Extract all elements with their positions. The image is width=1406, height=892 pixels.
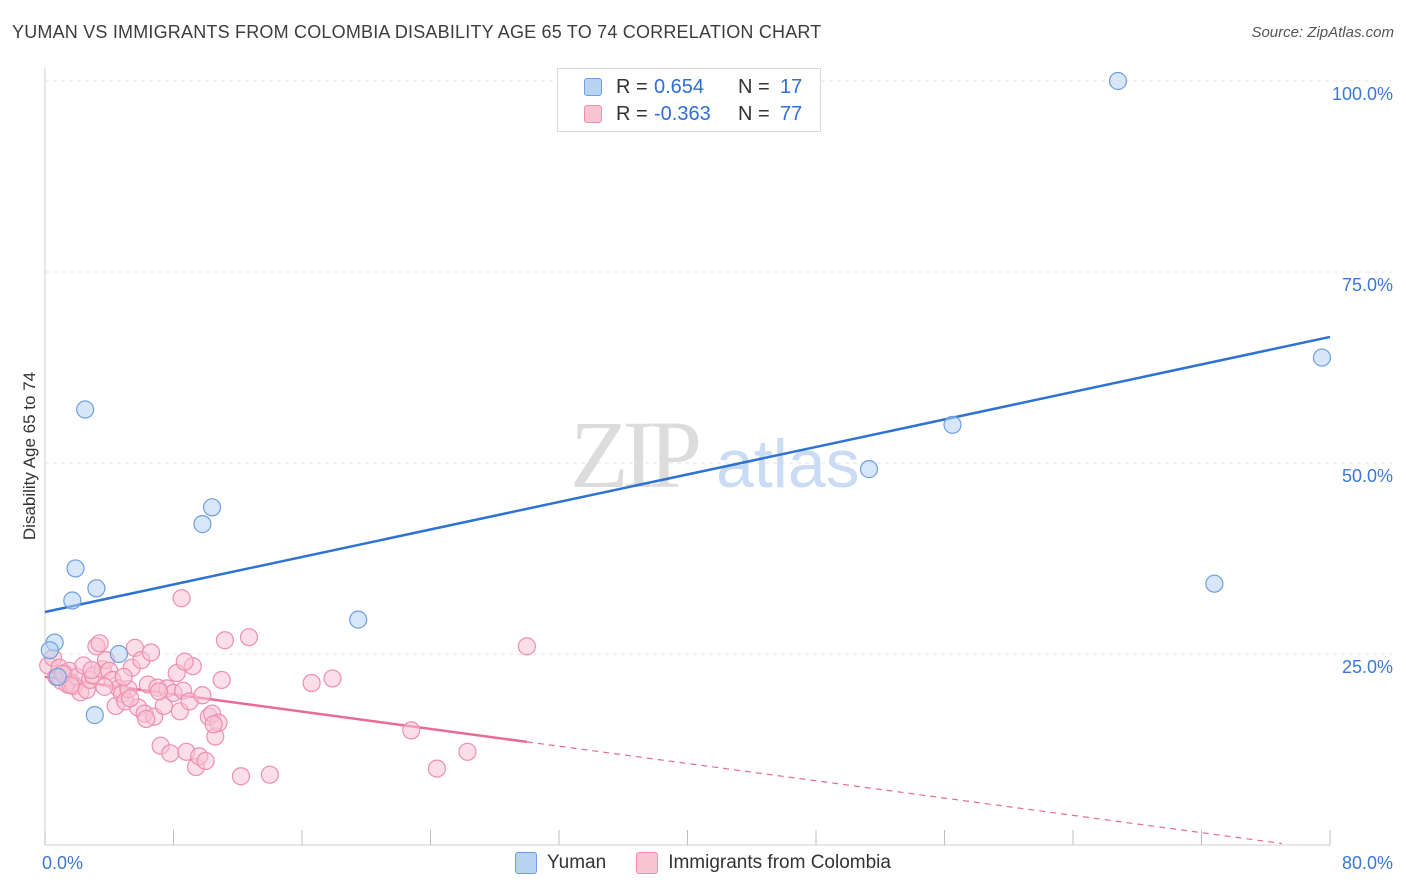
colombia-point (239, 628, 259, 647)
tick-labels: 25.0% 50.0% 75.0% 100.0% 0.0% 80.0% (42, 84, 1393, 873)
y-tick-label: 50.0% (1342, 466, 1393, 486)
colombia-point (175, 652, 194, 671)
grid-lines (45, 80, 1392, 655)
n-label: N = (738, 75, 770, 98)
colombia-point (196, 751, 215, 771)
colombia-point (323, 669, 342, 688)
yuman-point (85, 706, 104, 725)
watermark: ZIP atlas (570, 401, 860, 508)
yuman-point (1312, 348, 1332, 367)
yuman-trend-line (44, 335, 1331, 614)
yuman-point (193, 515, 212, 534)
colombia-point (204, 715, 223, 734)
r-value: -0.363 (654, 102, 711, 125)
y-tick-label: 100.0% (1332, 84, 1393, 104)
yuman-point (859, 460, 879, 479)
colombia-point (95, 677, 114, 696)
colombia-point (161, 744, 180, 763)
yuman-swatch (584, 78, 602, 96)
colombia-point (402, 721, 421, 740)
yuman-point (349, 610, 368, 629)
colombia-point (149, 682, 169, 701)
r-label: R = (616, 75, 648, 98)
yuman-point (63, 591, 82, 610)
yuman-point (1205, 574, 1224, 593)
watermark-zip: ZIP (570, 401, 699, 508)
legend-item-yuman[interactable]: Yuman (515, 852, 606, 874)
stats-legend: R = 0.654 N = 17 R = -0.363 N = 77 (557, 68, 821, 132)
colombia-point (141, 643, 161, 662)
colombia-point (193, 686, 212, 705)
stats-legend-row-colombia: R = -0.363 N = 77 (584, 101, 802, 127)
axes (44, 68, 1331, 846)
colombia-point (458, 742, 477, 761)
n-label: N = (738, 102, 770, 125)
legend-label-yuman: Yuman (547, 852, 607, 873)
series-legend: Yuman Immigrants from Colombia (0, 852, 1406, 874)
colombia-point (121, 689, 140, 708)
y-axis-label: Disability Age 65 to 74 (20, 371, 39, 541)
yuman-point (40, 641, 59, 660)
colombia-point (231, 767, 251, 786)
colombia-legend-swatch (636, 852, 659, 874)
colombia-point (517, 637, 536, 656)
yuman-point (76, 400, 95, 419)
colombia-trend-extension (526, 741, 1282, 845)
colombia-point (114, 667, 133, 687)
yuman-legend-swatch (515, 852, 538, 874)
yuman-point (1108, 71, 1128, 91)
colombia-point (82, 660, 101, 680)
data-points (39, 71, 1332, 786)
y-tick-label: 25.0% (1342, 657, 1393, 677)
chart-title: YUMAN VS IMMIGRANTS FROM COLOMBIA DISABI… (12, 22, 822, 42)
yuman-point (66, 559, 85, 578)
yuman-point (48, 667, 67, 687)
yuman-point (87, 579, 106, 598)
n-value: 77 (780, 102, 803, 125)
colombia-point (172, 589, 191, 608)
colombia-point (302, 673, 321, 693)
n-value: 17 (780, 75, 803, 98)
x-tick-label: 0.0% (42, 853, 83, 873)
yuman-point (109, 644, 128, 664)
colombia-point (212, 670, 231, 690)
colombia-point (260, 765, 279, 784)
colombia-swatch (584, 105, 602, 123)
colombia-point (137, 709, 156, 729)
legend-label-colombia: Immigrants from Colombia (668, 852, 891, 873)
stats-legend-row-yuman: R = 0.654 N = 17 (584, 74, 802, 100)
y-tick-label: 75.0% (1342, 275, 1393, 295)
colombia-point (90, 634, 109, 653)
yuman-point (943, 415, 962, 434)
legend-item-colombia[interactable]: Immigrants from Colombia (636, 852, 891, 874)
yuman-point (202, 498, 222, 517)
colombia-point (215, 631, 234, 650)
r-label: R = (616, 102, 648, 125)
source-label: Source: ZipAtlas.com (1251, 24, 1394, 41)
r-value: 0.654 (654, 75, 705, 98)
x-tick-label: 80.0% (1342, 853, 1393, 873)
colombia-point (61, 676, 80, 695)
colombia-point (427, 759, 447, 778)
